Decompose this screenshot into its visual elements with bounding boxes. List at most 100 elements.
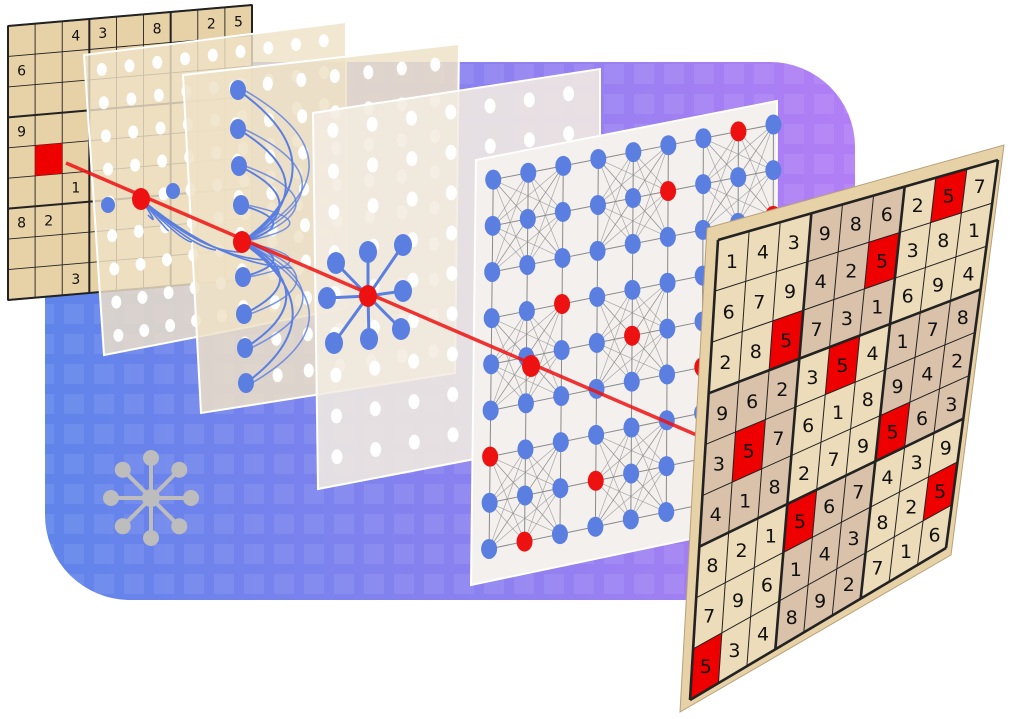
output-cell-digit: 9 <box>932 274 944 296</box>
board-cell <box>714 231 750 292</box>
board-cell <box>718 616 751 684</box>
grid-node <box>563 126 575 142</box>
graph-edge <box>595 473 632 527</box>
output-cell-digit: 3 <box>806 367 818 389</box>
grid-node <box>96 63 107 77</box>
output-grid-line <box>695 461 958 599</box>
output-cell-digit: 9 <box>716 403 728 425</box>
output-cell-digit: 3 <box>788 232 800 254</box>
red-hub-node <box>132 188 150 210</box>
grid-node <box>446 306 458 322</box>
blue-node <box>394 234 412 256</box>
blue-node <box>238 373 254 393</box>
propagation-nodes <box>132 188 540 377</box>
board-cell <box>738 320 773 382</box>
output-cell-digit: 1 <box>790 559 802 581</box>
output-cell-digit: 2 <box>719 352 731 374</box>
grid-node <box>331 449 343 465</box>
output-grid-line <box>917 168 968 565</box>
board-cell <box>909 344 945 403</box>
board-cell <box>705 381 739 445</box>
blue-node <box>623 371 640 392</box>
graph-edge <box>492 172 529 227</box>
grid-node <box>155 121 166 135</box>
output-cell-digit: 7 <box>927 319 939 341</box>
board-cell <box>885 312 921 370</box>
board-cell <box>859 278 895 336</box>
blue-node <box>236 304 252 324</box>
grid-node <box>328 204 340 220</box>
output-cell-digit: 8 <box>706 555 718 577</box>
grid-node <box>447 427 459 443</box>
highlight-cell <box>769 310 804 371</box>
icon-node <box>171 461 188 478</box>
grid-node <box>291 37 302 51</box>
grid-node <box>152 55 163 69</box>
blue-node <box>394 280 412 302</box>
board-cell <box>920 256 956 313</box>
output-cell-digit: 1 <box>726 251 738 273</box>
board-cell <box>779 537 813 601</box>
highlight-cell <box>825 335 860 395</box>
graph-edge <box>632 190 669 245</box>
graph-edge <box>737 169 774 224</box>
output-grid-line <box>708 288 982 395</box>
board-cell <box>894 476 929 537</box>
output-cell-digit: 1 <box>900 541 912 563</box>
grid-node <box>408 394 420 410</box>
graph-edge <box>596 328 668 390</box>
output-cell-digit: 8 <box>850 214 862 236</box>
red-hub-node <box>522 355 540 377</box>
output-cell-digit: 4 <box>757 623 769 645</box>
output-cell-digit: 2 <box>912 195 924 217</box>
input-cell-digit: 6 <box>17 64 26 80</box>
output-cell-digit: 9 <box>784 281 796 303</box>
graph-edge <box>702 124 774 185</box>
red-node <box>624 325 641 346</box>
blue-node <box>589 286 606 307</box>
board-cell <box>754 504 788 568</box>
grid-node <box>137 290 148 304</box>
board-cell <box>775 584 809 650</box>
output-grid-line <box>717 158 999 242</box>
blue-node <box>765 160 782 181</box>
blue-node <box>101 197 115 213</box>
input-cell-digit: 3 <box>71 272 80 288</box>
grid-node <box>445 185 457 201</box>
blue-node <box>589 194 606 215</box>
output-grid-line <box>705 331 976 445</box>
blue-node <box>230 80 246 100</box>
blue-node <box>482 400 499 421</box>
board-cell <box>899 177 936 233</box>
grid-node <box>139 323 150 337</box>
grid-node <box>447 387 459 403</box>
output-cell-digit: 8 <box>750 341 762 363</box>
board-cell <box>745 222 781 282</box>
blue-node <box>553 386 570 407</box>
grid-node <box>263 113 274 128</box>
output-grid-line <box>717 231 750 684</box>
arc-edge <box>241 241 288 349</box>
blue-node <box>519 208 536 229</box>
grid-node <box>369 401 381 417</box>
output-grid-line <box>711 245 987 343</box>
board-cell <box>693 582 726 649</box>
output-cell-digit: 3 <box>841 308 853 330</box>
board-cell <box>944 289 981 345</box>
graph-edge <box>597 197 634 252</box>
output-cell-digit: 2 <box>798 463 810 485</box>
blue-node <box>659 272 676 293</box>
red-hub-node <box>233 231 251 253</box>
grid-node <box>297 109 308 124</box>
board-cell <box>795 347 830 408</box>
grid-node <box>263 41 274 55</box>
blue-node <box>233 195 249 215</box>
board-cell <box>836 507 871 569</box>
output-cell-digit: 4 <box>962 263 974 285</box>
blue-node <box>484 261 501 282</box>
grid-node <box>406 151 418 167</box>
board-cell <box>955 203 993 257</box>
blue-node <box>658 456 675 477</box>
output-cell-digit: 6 <box>929 525 941 547</box>
